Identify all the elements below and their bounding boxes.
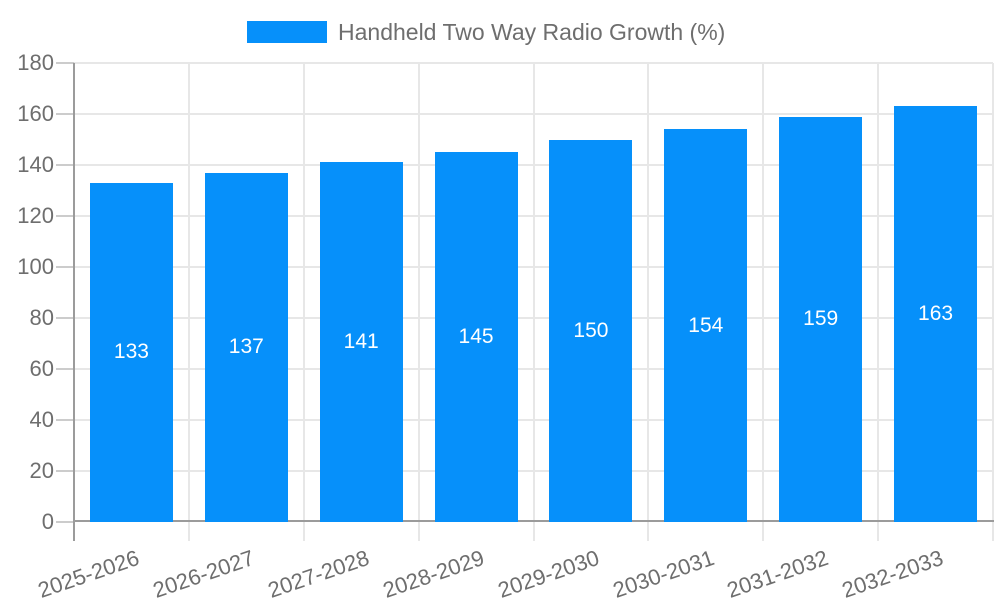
x-gridline — [877, 63, 880, 541]
y-tick-label: 0 — [41, 509, 54, 534]
bar-value-label: 137 — [228, 335, 264, 359]
bar[interactable]: 141 — [319, 162, 403, 522]
y-tick-label: 20 — [29, 458, 54, 483]
x-gridline — [647, 63, 650, 541]
bar-value-label: 141 — [343, 330, 379, 354]
x-gridline — [187, 63, 190, 541]
x-axis-label: 2032-2033 — [839, 545, 947, 600]
x-gridline — [992, 63, 994, 541]
bar-value-label: 133 — [113, 340, 149, 364]
y-tick — [56, 521, 74, 523]
x-axis-label: 2030-2031 — [609, 545, 717, 600]
y-axis-line — [73, 63, 75, 541]
bar-value-label: 163 — [918, 302, 954, 326]
x-gridline — [532, 63, 535, 541]
bar-value-label: 159 — [803, 307, 839, 331]
bar-value-label: 150 — [573, 318, 609, 342]
x-gridline — [302, 63, 305, 541]
bar[interactable]: 145 — [434, 152, 518, 522]
y-tick — [56, 266, 74, 268]
plot-area: 0 20 40 60 80 100 120 140 160 180 133 2025-2026 137 2… — [17, 51, 994, 600]
x-axis-label: 2031-2032 — [724, 545, 832, 600]
y-tick — [56, 215, 74, 217]
x-gridline — [762, 63, 765, 541]
y-gridline — [74, 113, 993, 115]
x-axis-label: 2025-2026 — [34, 545, 143, 600]
y-tick — [56, 419, 74, 421]
x-gridline — [417, 63, 420, 541]
y-tick — [56, 470, 74, 472]
y-gridline — [74, 62, 993, 64]
x-axis-label: 2028-2029 — [379, 545, 488, 600]
y-tick-label: 60 — [29, 356, 54, 381]
y-tick-label: 160 — [17, 101, 54, 126]
x-axis-label: 2027-2028 — [264, 545, 373, 600]
bar[interactable]: 154 — [664, 129, 748, 522]
x-axis-label: 2026-2027 — [149, 545, 258, 600]
y-tick-label: 40 — [29, 407, 54, 432]
x-axis-label: 2029-2030 — [494, 545, 603, 600]
legend-label: Handheld Two Way Radio Growth (%) — [338, 19, 726, 45]
legend-item[interactable]: Handheld Two Way Radio Growth (%) — [247, 18, 725, 46]
y-tick — [56, 113, 74, 115]
y-tick — [56, 164, 74, 166]
bar[interactable]: 150 — [549, 139, 633, 522]
bar-value-label: 145 — [458, 325, 494, 349]
y-tick — [56, 368, 74, 370]
bar[interactable]: 163 — [894, 106, 978, 522]
y-tick-label: 120 — [17, 203, 54, 228]
y-tick-label: 180 — [17, 50, 54, 75]
bar-value-label: 154 — [688, 313, 724, 337]
y-tick — [56, 317, 74, 319]
y-tick-label: 80 — [29, 305, 54, 330]
bar[interactable]: 159 — [779, 116, 863, 522]
y-tick-label: 100 — [17, 254, 54, 279]
bar[interactable]: 137 — [204, 172, 288, 522]
y-tick — [56, 62, 74, 64]
y-tick-label: 140 — [17, 152, 54, 177]
legend-swatch — [247, 21, 327, 43]
bar[interactable]: 133 — [89, 182, 173, 522]
